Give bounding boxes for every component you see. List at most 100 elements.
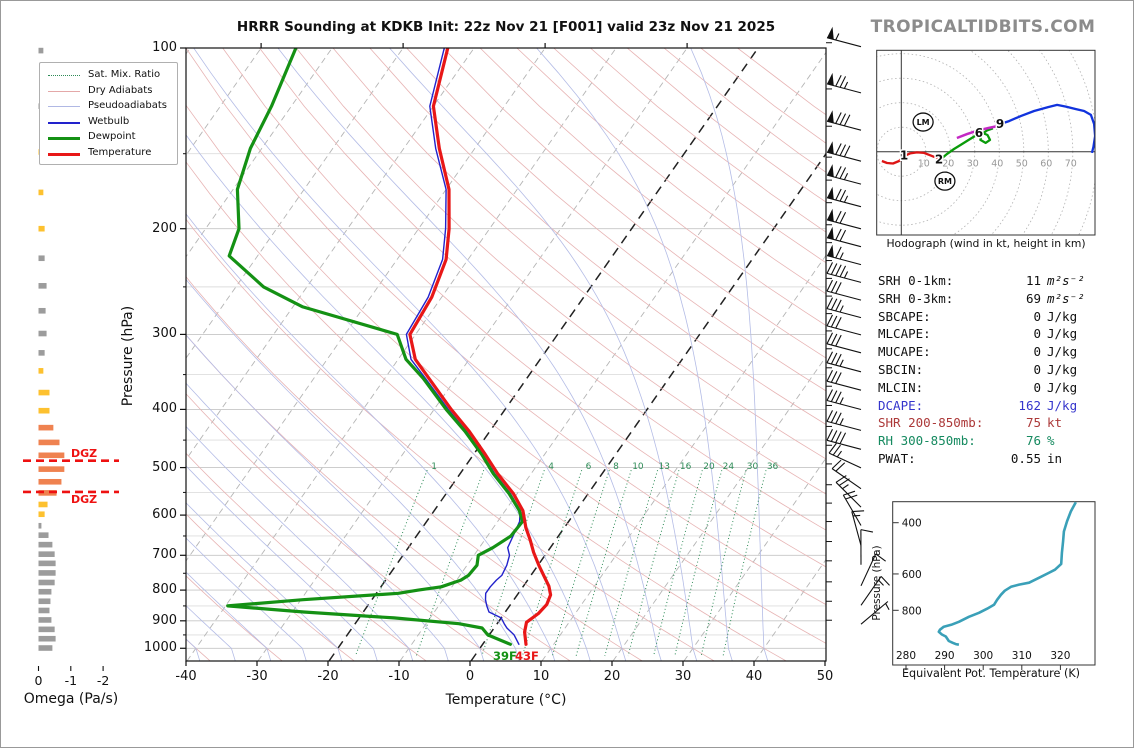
legend-item-label: Pseudoadiabats [88, 100, 168, 112]
stats-label: MUCAPE: [878, 344, 931, 360]
pressure-tick-label: 1000 [143, 640, 177, 656]
pressure-tick-label: 900 [152, 612, 177, 628]
temp-tick-label: 30 [674, 669, 692, 684]
hodo-ring-label: 40 [991, 159, 1003, 170]
storm-motion-marker: LM [917, 118, 930, 127]
hodo-ring-label: 20 [942, 159, 954, 170]
legend-line-sample [48, 75, 80, 76]
stats-row: SBCAPE: 0 J/kg [864, 309, 1104, 327]
hodo-ring-label: 30 [967, 159, 979, 170]
mixing-ratio-label: 13 [659, 462, 670, 472]
hodo-ring-label: 60 [1040, 159, 1052, 170]
omega-tick-label: -1 [64, 673, 78, 688]
dgz-label-upper: DGZ [71, 447, 98, 460]
mixing-ratio-label: 20 [703, 462, 715, 472]
pressure-tick-label: 600 [152, 507, 177, 523]
theta-e-temp-tick: 300 [973, 650, 993, 662]
stats-label: SRH 0-3km: [878, 290, 954, 306]
site-logo: TROPICALTIDBITS.COM [870, 17, 1096, 37]
stats-label: SBCIN: [878, 362, 924, 377]
mixing-ratio-label: 16 [680, 462, 692, 472]
stats-label: SBCAPE: [878, 308, 931, 324]
stats-panel: SRH 0-1km: 11 m²s⁻² SRH 0-3km: 69 m²s⁻² SBCAPE… [864, 273, 1104, 469]
temp-tick-label: 20 [603, 669, 621, 684]
temp-tick-label: -30 [246, 669, 268, 684]
pressure-axis-label: Pressure (hPa) [120, 305, 136, 407]
chart-title: HRRR Sounding at KDKB Init: 22z Nov 21 [… [236, 19, 776, 35]
pressure-tick-label: 100 [152, 40, 177, 55]
hodo-height-marker: 2 [935, 153, 943, 167]
temperature-axis-label: Temperature (°C) [445, 692, 567, 708]
legend-line-sample [48, 90, 80, 92]
theta-e-pressure-tick: 800 [902, 605, 922, 617]
stats-label: MLCAPE: [878, 326, 931, 342]
legend-line-sample [48, 121, 80, 124]
stats-unit: m²s⁻² [1047, 273, 1085, 288]
legend-item: Sat. Mix. Ratio [40, 68, 175, 83]
stats-value: 162 [1018, 397, 1041, 413]
hodo-ring-label: 50 [1016, 159, 1028, 170]
temp-tick-label: 40 [745, 669, 763, 684]
pressure-tick-label: 200 [152, 220, 177, 236]
stats-row: DCAPE: 162 J/kg [864, 398, 1104, 416]
stats-label: SHR 200-850mb: [878, 415, 984, 431]
stats-unit: J/kg [1047, 326, 1078, 342]
stats-value: 0 [1033, 344, 1041, 360]
legend: Sat. Mix. Ratio Dry Adiabats Pseudoadiabat… [39, 62, 178, 165]
hodo-height-marker: 9 [996, 117, 1004, 131]
theta-e-temp-tick: 280 [896, 650, 916, 662]
stats-label: MLCIN: [878, 379, 924, 395]
temp-tick-label: -20 [317, 669, 339, 684]
pressure-tick-label: 700 [152, 547, 177, 563]
stats-row: MLCIN: 0 J/kg [864, 380, 1104, 398]
stats-unit: J/kg [1047, 308, 1078, 324]
legend-item-label: Dry Adiabats [88, 84, 153, 96]
stats-row: SRH 0-3km: 69 m²s⁻² [864, 291, 1104, 309]
stats-value: 0 [1033, 379, 1041, 395]
legend-item-label: Temperature [88, 147, 152, 158]
legend-line-sample [48, 106, 80, 108]
temp-tick-label: -40 [175, 669, 197, 684]
omega-tick-label: -2 [96, 673, 110, 688]
stats-row: RH 300-850mb: 76% [864, 433, 1104, 451]
omega-axis-label: Omega (Pa/s) [23, 691, 119, 707]
stats-label: DCAPE: [878, 397, 924, 413]
theta-e-temp-tick: 310 [1012, 650, 1032, 662]
mixing-ratio-label: 10 [632, 462, 644, 472]
omega-tick-label: 0 [34, 673, 43, 688]
legend-item: Wetbulb [40, 115, 175, 130]
stats-unit: m²s⁻² [1047, 290, 1085, 306]
legend-item-label: Sat. Mix. Ratio [88, 69, 161, 80]
pressure-tick-label: 800 [152, 582, 177, 598]
theta-e-axis-label: Equivalent Pot. Temperature (K) [901, 667, 1081, 680]
stats-label: PWAT: [878, 451, 916, 466]
mixing-ratio-label: 1 [431, 462, 437, 472]
stats-unit: J/kg [1047, 344, 1078, 360]
stats-row: MLCAPE: 0 J/kg [864, 326, 1104, 344]
hodo-ring-label: 10 [918, 159, 930, 170]
storm-motion-marker: RM [938, 177, 952, 186]
legend-line-sample [48, 153, 80, 156]
stats-value: 69 [1025, 290, 1041, 306]
surface-dewpoint-label: 39F [493, 649, 517, 663]
mixing-ratio-label: 24 [723, 462, 735, 472]
pressure-tick-label: 300 [152, 326, 177, 342]
theta-e-temp-tick: 320 [1050, 650, 1070, 662]
hodo-height-marker: 6 [975, 126, 983, 140]
stats-unit: kt [1047, 415, 1063, 431]
mixing-ratio-label: 30 [747, 462, 759, 472]
stats-value: 0 [1033, 362, 1041, 377]
stats-label: RH 300-850mb: [878, 433, 976, 449]
surface-temp-label: 43F [515, 649, 539, 663]
dgz-label-lower: DGZ [71, 493, 98, 506]
temp-tick-label: 0 [465, 669, 475, 684]
pressure-tick-label: 500 [152, 459, 177, 475]
stats-row: SHR 200-850mb: 75 kt [864, 415, 1104, 433]
stats-row: SRH 0-1km: 11 m²s⁻² [864, 273, 1104, 291]
stats-unit: in [1047, 451, 1063, 466]
stats-value: 76 [1025, 433, 1041, 449]
stats-value: 75 [1025, 415, 1041, 431]
legend-item-label: Wetbulb [88, 115, 130, 127]
